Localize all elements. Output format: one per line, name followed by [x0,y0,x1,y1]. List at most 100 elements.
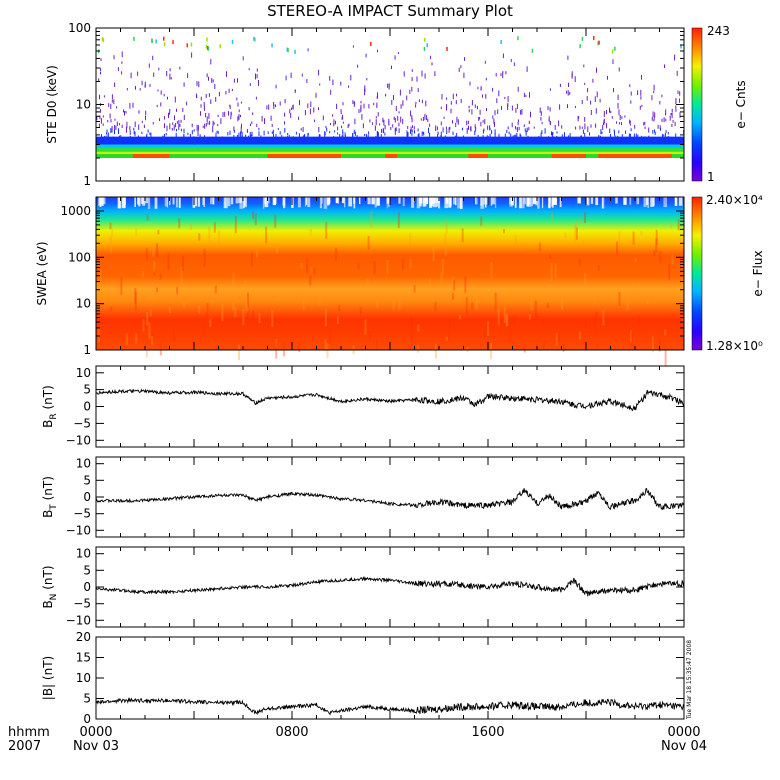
ste-count-mark [222,112,224,117]
swea-texture-mark [503,307,506,323]
swea-texture-mark [554,263,557,279]
ste-count-mark [595,123,597,128]
swea-gap-mark [359,197,361,205]
swea-texture-mark [359,307,362,315]
ste-count-mark [498,133,500,138]
ste-count-mark [195,138,197,141]
ste-count-mark [599,98,601,103]
ste-count-mark [295,131,297,135]
ste-count-mark [613,129,615,132]
ste-count-mark [675,105,677,109]
ste-count-mark [665,130,667,133]
ste-count-mark [390,127,392,130]
ste-intense-segment [468,154,488,158]
swea-texture-mark [640,231,643,236]
ste-count-mark [110,103,112,109]
ste-count-mark [653,84,655,91]
swea-gap-mark [455,197,457,206]
swea-gap-mark [480,197,483,206]
swea-texture-mark [664,329,667,336]
bn-y-tick-label: 0 [83,580,91,594]
ste-count-mark [354,131,356,136]
ste-count-mark [644,121,646,125]
ste-count-mark [669,136,671,139]
ste-count-mark [452,93,454,100]
bn-y-tick-label: 5 [83,563,91,577]
ste-count-mark [522,138,524,142]
ste-count-mark [377,49,378,53]
ste-count-mark [183,128,185,133]
ste-count-mark [229,130,231,135]
swea-texture-mark [555,333,558,346]
ste-count-mark [613,88,614,93]
swea-texture-mark [671,254,674,265]
bmag-y-tick-label: 5 [83,692,91,706]
ste-count-mark [543,138,545,142]
swea-gap-mark [264,197,269,208]
ste-count-mark [421,138,423,141]
ste-count-mark [121,71,123,75]
ste-count-mark [333,119,335,125]
swea-texture-mark [190,224,192,230]
ste-count-mark [228,88,230,93]
ste-high-count-mark [206,37,208,42]
ste-count-mark [489,127,491,131]
ste-count-mark [674,121,676,126]
swea-gap-mark [425,197,429,204]
ste-count-mark [406,130,408,134]
ste-count-mark [335,120,336,125]
swea-texture-mark [168,306,171,313]
ste-count-mark [462,135,464,138]
ste-count-mark [306,79,308,83]
ste-count-mark [333,122,335,127]
ste-count-mark [432,137,434,143]
ste-count-mark [193,136,195,142]
swea-texture-mark [251,310,254,320]
ste-count-mark [309,108,311,115]
ste-count-mark [446,105,447,111]
ste-count-mark [287,135,289,142]
swea-gap-mark [418,197,423,204]
ste-count-mark [164,116,165,120]
swea-texture-mark [152,282,155,299]
ste-count-mark [215,97,217,102]
swea-gap-mark [348,197,353,207]
ste-count-mark [255,73,256,80]
swea-gap-mark [304,197,306,207]
swea-texture-mark [448,332,451,341]
ste-count-mark [410,126,412,132]
swea-texture-mark [325,221,328,239]
ste-count-mark [562,137,564,142]
ste-count-mark [394,128,396,131]
ste-count-mark [164,134,165,137]
ste-count-mark [617,102,619,109]
swea-y-tick-label: 1000 [60,204,91,218]
ste-count-mark [456,93,457,97]
swea-texture-mark [434,301,437,311]
ste-count-mark [599,135,601,142]
swea-gap-mark [457,197,461,209]
ste-count-mark [200,96,202,101]
ste-count-mark [164,123,165,129]
ste-count-mark [484,119,486,125]
ste-count-mark [204,135,205,139]
ste-count-mark [425,138,427,142]
ste-count-mark [486,135,488,141]
ste-high-count-mark [205,44,208,49]
ste-count-mark [519,133,521,137]
bmag-panel: 0 5 10 15 20 |B| (nT) [41,630,685,726]
ste-count-mark [549,107,551,112]
ste-count-mark [410,110,412,117]
ste-count-mark [584,132,586,137]
ste-count-mark [500,73,502,77]
ste-count-mark [284,121,285,125]
swea-gap-mark [509,197,513,207]
ste-count-mark [660,127,661,131]
ste-count-mark [479,117,481,120]
ste-count-mark [630,91,632,96]
swea-texture-mark [475,296,478,310]
ste-count-mark [249,83,251,86]
ste-count-mark [672,120,674,123]
swea-gap-mark [178,197,181,208]
